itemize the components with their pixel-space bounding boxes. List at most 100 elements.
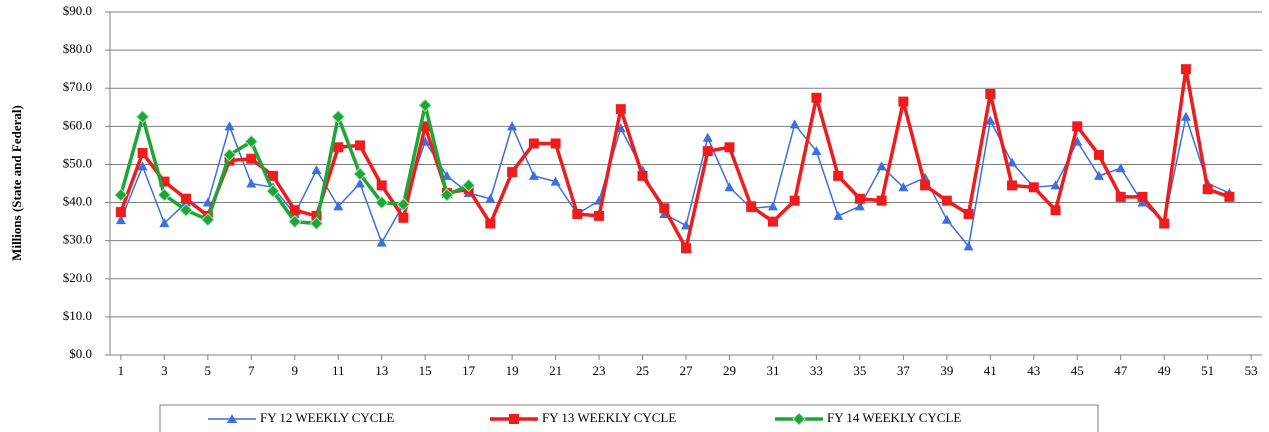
marker xyxy=(724,142,735,153)
marker xyxy=(266,184,280,198)
marker xyxy=(333,142,344,153)
marker xyxy=(1115,163,1126,173)
marker xyxy=(331,110,345,124)
marker xyxy=(1115,191,1126,202)
x-tick-label: 25 xyxy=(636,363,649,378)
y-tick-label: $70.0 xyxy=(63,79,92,94)
marker xyxy=(115,215,126,225)
marker xyxy=(789,119,800,129)
x-tick-label: 15 xyxy=(419,363,432,378)
marker xyxy=(288,214,302,229)
x-tick-label: 49 xyxy=(1158,363,1171,378)
x-tick-label: 5 xyxy=(205,363,212,378)
x-tick-label: 23 xyxy=(593,363,606,378)
marker xyxy=(702,132,713,142)
marker xyxy=(181,193,192,204)
marker xyxy=(681,220,691,230)
marker xyxy=(898,182,909,192)
marker xyxy=(244,134,258,149)
marker xyxy=(1093,149,1104,160)
marker xyxy=(876,161,887,171)
marker xyxy=(550,138,561,149)
marker xyxy=(1050,180,1061,190)
marker xyxy=(418,98,432,113)
y-tick-label: $60.0 xyxy=(63,117,92,132)
marker xyxy=(374,195,389,210)
marker xyxy=(420,121,431,132)
marker xyxy=(854,201,865,211)
marker xyxy=(440,188,454,202)
x-tick-label: 19 xyxy=(506,363,519,378)
marker xyxy=(941,214,952,224)
marker xyxy=(268,170,279,181)
marker xyxy=(941,195,952,206)
marker xyxy=(1159,218,1170,229)
x-tick-label: 33 xyxy=(810,363,823,378)
marker xyxy=(963,208,974,219)
marker xyxy=(246,153,257,164)
marker xyxy=(137,148,148,159)
marker xyxy=(157,188,172,202)
legend-box xyxy=(159,404,1099,432)
marker xyxy=(398,212,409,223)
x-tick-label: 31 xyxy=(766,363,779,378)
marker xyxy=(246,178,257,188)
marker xyxy=(702,146,713,157)
x-tick-label: 43 xyxy=(1027,363,1040,378)
y-axis-label: Millions (State and Federal) xyxy=(9,105,24,261)
y-tick-label: $20.0 xyxy=(63,270,92,285)
x-tick-label: 51 xyxy=(1201,363,1214,378)
marker xyxy=(507,167,518,178)
marker xyxy=(724,182,735,192)
marker xyxy=(615,104,626,115)
y-tick-label: $30.0 xyxy=(63,232,92,247)
marker xyxy=(485,218,496,229)
marker xyxy=(681,243,691,254)
marker xyxy=(1137,191,1148,202)
marker xyxy=(135,110,150,124)
x-tick-label: 37 xyxy=(897,363,911,378)
marker xyxy=(1180,64,1191,75)
x-tick-label: 41 xyxy=(984,363,997,378)
marker xyxy=(224,121,235,131)
marker xyxy=(963,241,974,251)
x-tick-label: 17 xyxy=(462,363,476,378)
marker xyxy=(159,218,170,228)
y-tick-label: $40.0 xyxy=(63,194,92,209)
x-tick-label: 27 xyxy=(680,363,694,378)
marker xyxy=(137,161,148,171)
marker xyxy=(1224,191,1235,202)
marker xyxy=(789,195,800,206)
marker xyxy=(461,178,476,193)
marker xyxy=(528,138,539,149)
series-line xyxy=(119,67,1230,251)
x-tick-label: 11 xyxy=(332,363,345,378)
marker xyxy=(289,205,300,216)
marker xyxy=(985,115,996,125)
marker xyxy=(333,201,344,211)
marker xyxy=(1007,157,1018,167)
legend-label: FY 14 WEEKLY CYCLE xyxy=(827,410,961,425)
marker xyxy=(985,88,996,99)
y-tick-label: $80.0 xyxy=(63,41,92,56)
x-tick-label: 9 xyxy=(292,363,299,378)
x-tick-label: 39 xyxy=(940,363,953,378)
marker xyxy=(767,216,778,227)
marker xyxy=(354,178,365,188)
marker xyxy=(746,201,757,212)
marker xyxy=(222,148,237,162)
marker xyxy=(876,195,887,206)
marker xyxy=(115,207,126,218)
marker xyxy=(1137,197,1148,207)
y-tick-label: $90.0 xyxy=(63,3,92,18)
marker xyxy=(833,210,844,220)
marker xyxy=(1072,136,1083,146)
marker xyxy=(833,170,844,181)
series-line xyxy=(120,116,1230,248)
legend-label: FY 13 WEEKLY CYCLE xyxy=(542,410,676,425)
marker xyxy=(1180,111,1191,121)
x-tick-label: 53 xyxy=(1245,363,1258,378)
marker xyxy=(1007,180,1018,191)
x-tick-label: 13 xyxy=(375,363,388,378)
marker xyxy=(1050,205,1061,216)
